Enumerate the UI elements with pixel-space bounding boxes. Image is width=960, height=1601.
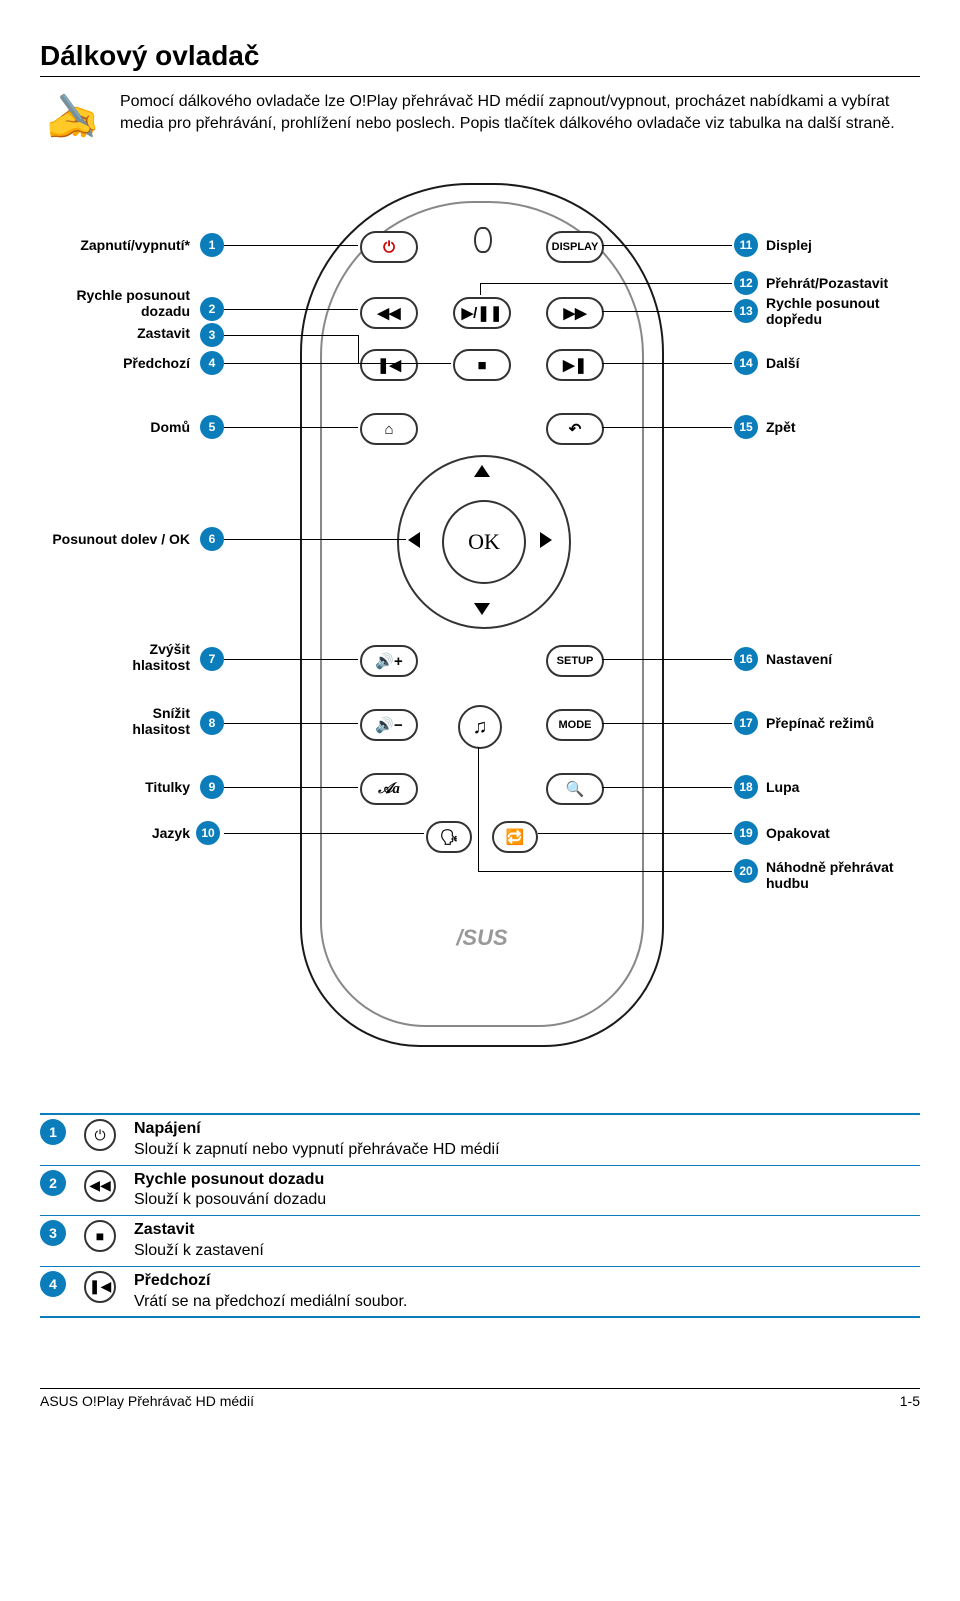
label-voldn: Snížit hlasitost bbox=[40, 705, 190, 737]
led-indicator bbox=[474, 227, 492, 253]
intro-text: Pomocí dálkového ovladače lze O!Play pře… bbox=[120, 91, 920, 143]
home-button[interactable]: ⌂ bbox=[360, 413, 418, 445]
next-button[interactable]: ▶❚ bbox=[546, 349, 604, 381]
label-prev: Předchozí bbox=[40, 355, 190, 371]
label-repeat: Opakovat bbox=[766, 825, 960, 841]
label-power: Zapnutí/vypnutí* bbox=[40, 237, 190, 253]
label-stop: Zastavit bbox=[40, 325, 190, 341]
note-icon: ✍ bbox=[40, 91, 100, 143]
setup-button[interactable]: SETUP bbox=[546, 645, 604, 677]
footer-right: 1-5 bbox=[900, 1393, 920, 1409]
remote-diagram: ⏻ DISPLAY ◀◀ ▶/❚❚ ▶▶ ❚◀ ■ ▶❚ ⌂ ↶ OK 🔊+ S… bbox=[40, 183, 920, 1083]
ok-button[interactable]: OK bbox=[442, 500, 526, 584]
repeat-button[interactable]: 🔁 bbox=[492, 821, 538, 853]
mode-button[interactable]: MODE bbox=[546, 709, 604, 741]
label-rew: Rychle posunout dozadu bbox=[40, 287, 190, 319]
back-button[interactable]: ↶ bbox=[546, 413, 604, 445]
label-display: Displej bbox=[766, 237, 960, 253]
power-icon: ⏻ bbox=[84, 1119, 116, 1151]
label-playpause: Přehrát/Pozastavit bbox=[766, 275, 960, 291]
prev-button[interactable]: ❚◀ bbox=[360, 349, 418, 381]
legend-num-1: 1 bbox=[40, 1119, 66, 1145]
prev-icon: ❚◀ bbox=[84, 1271, 116, 1303]
ffwd-button[interactable]: ▶▶ bbox=[546, 297, 604, 329]
label-mag: Lupa bbox=[766, 779, 960, 795]
label-home: Domů bbox=[40, 419, 190, 435]
music-button[interactable]: ♫ bbox=[458, 705, 502, 749]
label-volup: Zvýšit hlasitost bbox=[40, 641, 190, 673]
rewind-button[interactable]: ◀◀ bbox=[360, 297, 418, 329]
label-ffw: Rychle posunout dopředu bbox=[766, 295, 960, 327]
label-sub: Titulky bbox=[40, 779, 190, 795]
legend-num-2: 2 bbox=[40, 1170, 66, 1196]
playpause-button[interactable]: ▶/❚❚ bbox=[453, 297, 511, 329]
language-button[interactable]: 🗣 bbox=[426, 821, 472, 853]
legend-num-4: 4 bbox=[40, 1271, 66, 1297]
page-title: Dálkový ovladač bbox=[40, 40, 920, 77]
volup-button[interactable]: 🔊+ bbox=[360, 645, 418, 677]
stop-icon: ■ bbox=[84, 1220, 116, 1252]
label-setup: Nastavení bbox=[766, 651, 960, 667]
rewind-icon: ◀◀ bbox=[84, 1170, 116, 1202]
label-mode: Přepínač režimů bbox=[766, 715, 960, 731]
legend-table: 1 ⏻ NapájeníSlouží k zapnutí nebo vypnut… bbox=[40, 1113, 920, 1318]
display-button[interactable]: DISPLAY bbox=[546, 231, 604, 263]
label-back: Zpět bbox=[766, 419, 960, 435]
label-shuffle: Náhodně přehrávat hudbu bbox=[766, 859, 960, 891]
label-lang: Jazyk bbox=[40, 825, 190, 841]
voldown-button[interactable]: 🔊− bbox=[360, 709, 418, 741]
label-ok: Posunout dolev / OK bbox=[40, 531, 190, 547]
stop-button[interactable]: ■ bbox=[453, 349, 511, 381]
subtitle-button[interactable]: 𝒜a bbox=[360, 773, 418, 805]
legend-num-3: 3 bbox=[40, 1220, 66, 1246]
brand-logo: /SUS bbox=[302, 925, 662, 951]
power-button[interactable]: ⏻ bbox=[360, 231, 418, 263]
magnifier-button[interactable]: 🔍 bbox=[546, 773, 604, 805]
footer-left: ASUS O!Play Přehrávač HD médií bbox=[40, 1393, 254, 1409]
label-next: Další bbox=[766, 355, 960, 371]
